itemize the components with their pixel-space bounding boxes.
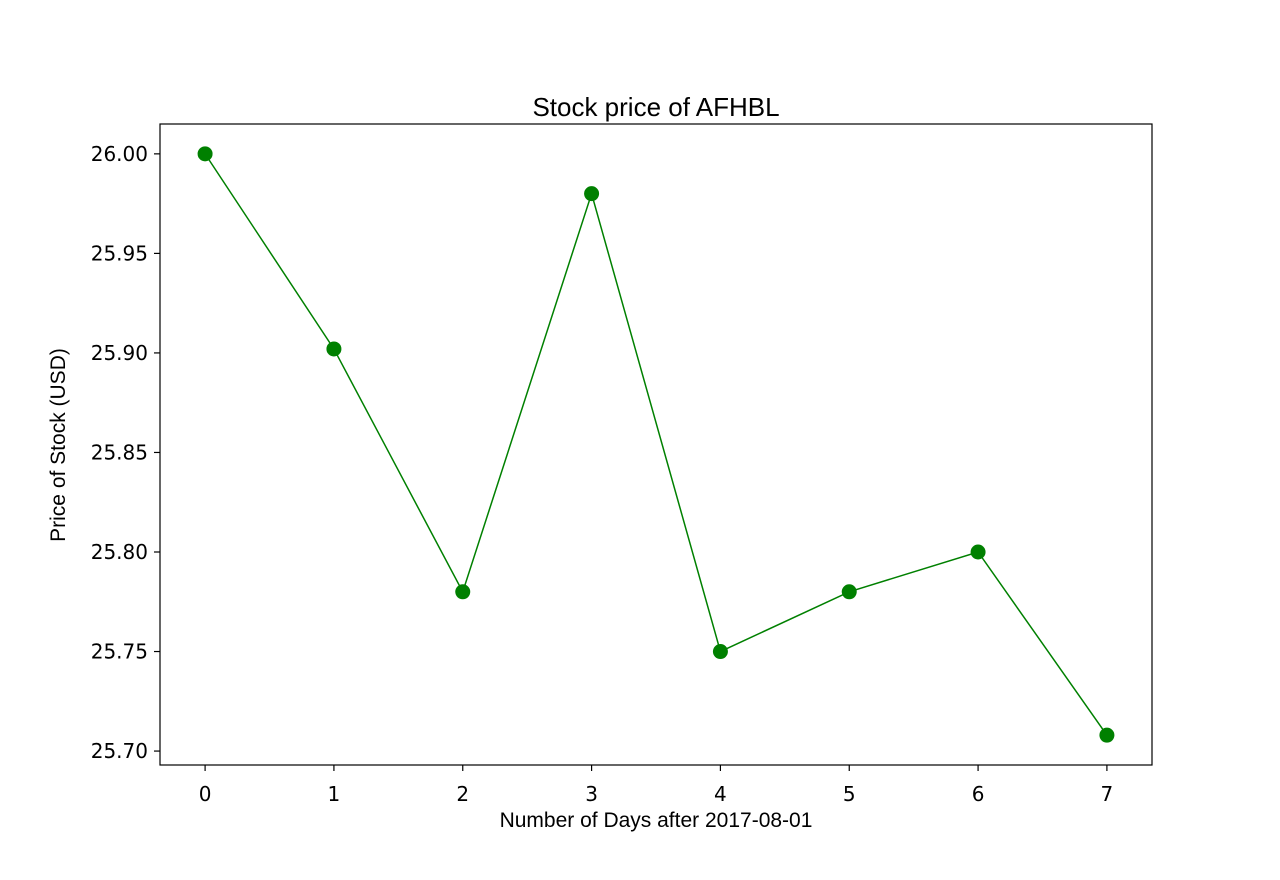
- y-tick-label: 25.80: [91, 540, 148, 564]
- x-axis-ticks: 0 1 2 3 4 5 6 7: [199, 765, 1114, 806]
- y-tick-label: 26.00: [91, 142, 148, 166]
- data-point: [970, 544, 986, 560]
- y-tick-label: 25.75: [91, 640, 148, 664]
- data-point: [1099, 727, 1115, 743]
- x-tick-label: 3: [585, 782, 598, 806]
- data-point: [455, 584, 471, 600]
- data-point: [584, 186, 600, 202]
- data-point: [841, 584, 857, 600]
- x-tick-label: 0: [199, 782, 212, 806]
- chart-title: Stock price of AFHBL: [532, 92, 779, 122]
- series-layer: [197, 146, 1115, 743]
- x-tick-label: 1: [328, 782, 341, 806]
- data-point: [712, 644, 728, 660]
- x-tick-label: 2: [456, 782, 469, 806]
- y-tick-label: 25.70: [91, 739, 148, 763]
- x-tick-label: 5: [843, 782, 856, 806]
- series-line: [204, 153, 1108, 736]
- y-tick-label: 25.95: [91, 241, 148, 265]
- x-tick-label: 6: [972, 782, 985, 806]
- y-tick-label: 25.90: [91, 341, 148, 365]
- y-axis-ticks: 25.70 25.75 25.80 25.85 25.90 25.95 26.00: [91, 142, 160, 763]
- x-tick-label: 4: [714, 782, 727, 806]
- x-axis-label: Number of Days after 2017-08-01: [500, 809, 813, 832]
- data-point: [197, 146, 213, 162]
- y-axis-label: Price of Stock (USD): [47, 348, 70, 542]
- y-tick-label: 25.85: [91, 440, 148, 464]
- plot-area-frame: [159, 123, 1153, 766]
- data-point: [326, 341, 342, 357]
- x-tick-label: 7: [1101, 782, 1114, 806]
